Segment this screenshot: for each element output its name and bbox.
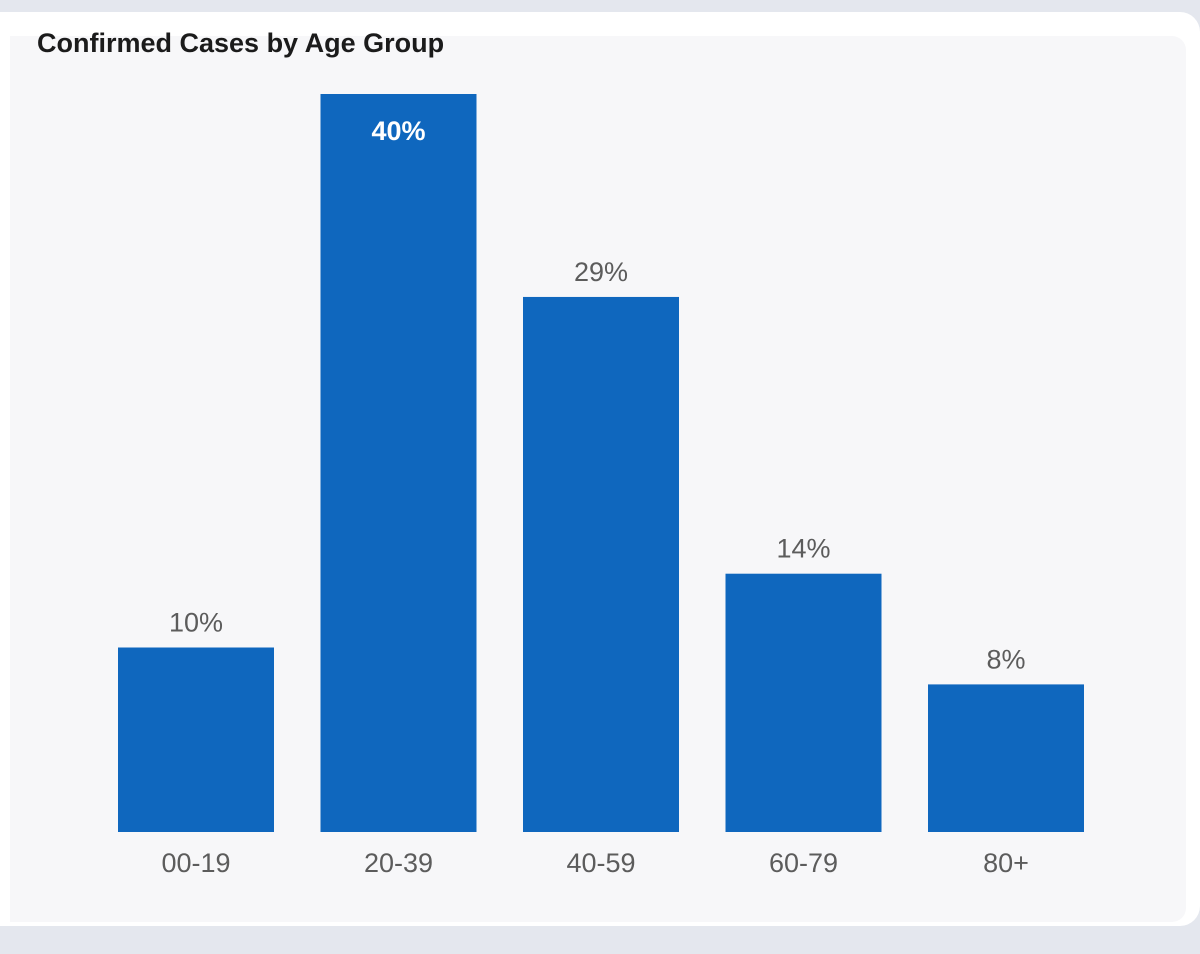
x-tick-label-80+: 80+ xyxy=(983,848,1029,878)
bar-20-39[interactable] xyxy=(320,94,477,832)
data-label-80+: 8% xyxy=(986,644,1025,674)
x-tick-label-40-59: 40-59 xyxy=(566,848,635,878)
data-label-40-59: 29% xyxy=(574,257,628,287)
data-label-60-79: 14% xyxy=(776,534,830,564)
data-label-00-19: 10% xyxy=(169,608,223,638)
data-label-20-39: 40% xyxy=(371,116,425,146)
x-tick-label-60-79: 60-79 xyxy=(769,848,838,878)
chart-title: Confirmed Cases by Age Group xyxy=(37,28,445,58)
bar-80+[interactable] xyxy=(928,684,1084,832)
bar-00-19[interactable] xyxy=(118,647,274,833)
bar-40-59[interactable] xyxy=(523,296,679,832)
x-tick-label-20-39: 20-39 xyxy=(364,848,433,878)
x-tick-label-00-19: 00-19 xyxy=(161,848,230,878)
bar-60-79[interactable] xyxy=(725,573,882,832)
